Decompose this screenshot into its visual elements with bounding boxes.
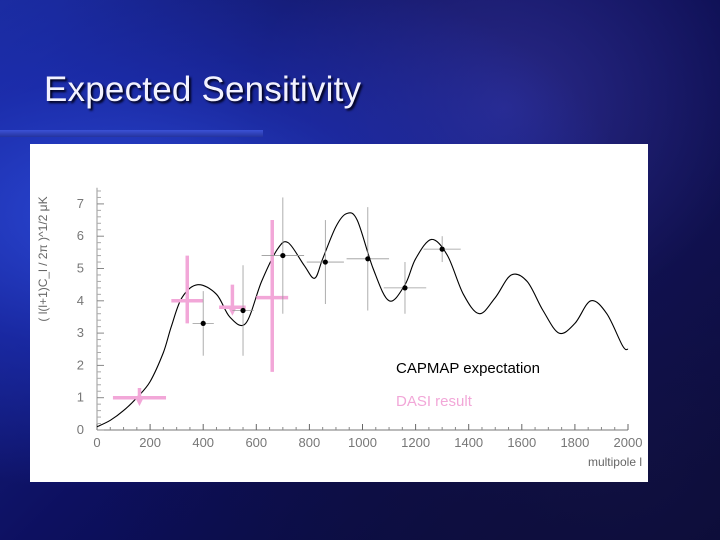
theory-curve (96, 212, 629, 428)
x-tick-label-0: 0 (93, 435, 100, 450)
capmap-point-4 (346, 207, 390, 311)
dasi-point-3 (256, 220, 289, 372)
x-axis-label: multipole l (588, 455, 642, 469)
slide-title: Expected Sensitivity (44, 70, 362, 109)
dasi-layer (112, 220, 289, 407)
capmap-point-5 (383, 262, 427, 314)
x-tick-label-8: 1600 (507, 435, 536, 450)
capmap-marker-4 (365, 256, 371, 262)
capmap-point-2 (261, 197, 305, 314)
x-tick-label-9: 1800 (560, 435, 589, 450)
x-tick-label-7: 1400 (454, 435, 483, 450)
capmap-point-0 (192, 291, 214, 356)
legend-capmap: CAPMAP expectation (396, 360, 540, 377)
title-underline (0, 130, 263, 137)
x-tick-label-5: 1000 (348, 435, 377, 450)
capmap-point-6 (423, 236, 461, 263)
x-tick-label-4: 800 (299, 435, 321, 450)
capmap-marker-6 (439, 246, 445, 252)
capmap-point-3 (306, 220, 344, 305)
x-tick-label-2: 400 (192, 435, 214, 450)
legend-dasi: DASI result (396, 393, 472, 410)
y-tick-label-0: 0 (77, 422, 84, 437)
capmap-marker-2 (280, 252, 286, 259)
chart-panel: 0 200 400 600 800 1000 1200 1400 1600 1800 2000 0 1 2… (30, 144, 648, 482)
power-spectrum-chart: 0 200 400 600 800 1000 1200 1400 1600 1800 2000 0 1 2… (36, 187, 643, 469)
dasi-point-1 (171, 255, 204, 324)
x-tick-label-1: 200 (139, 435, 161, 450)
capmap-marker-3 (322, 259, 328, 265)
y-tick-label-4: 4 (77, 293, 84, 308)
capmap-marker-5 (402, 285, 408, 291)
x-tick-label-3: 600 (245, 435, 267, 450)
y-tick-label-7: 7 (77, 196, 84, 211)
y-tick-label-1: 1 (77, 390, 84, 405)
x-tick-label-6: 1200 (401, 435, 430, 450)
capmap-point-1 (232, 265, 254, 356)
y-tick-label-3: 3 (77, 325, 84, 340)
curve-layer (96, 212, 629, 428)
y-tick-label-2: 2 (77, 357, 84, 372)
axes-layer: 0 200 400 600 800 1000 1200 1400 1600 1800 2000 0 1 2… (77, 187, 643, 450)
dasi-arrow-0 (134, 396, 145, 407)
dasi-point-0 (112, 388, 167, 407)
capmap-marker-1 (240, 307, 246, 314)
capmap-marker-0 (200, 320, 206, 327)
capmap-layer (192, 197, 461, 356)
y-tick-label-5: 5 (77, 261, 84, 276)
y-axis-label: ( l(l+1)C_l / 2π )^1/2 μK (36, 196, 50, 321)
x-tick-label-10: 2000 (614, 435, 643, 450)
y-tick-label-6: 6 (77, 228, 84, 243)
